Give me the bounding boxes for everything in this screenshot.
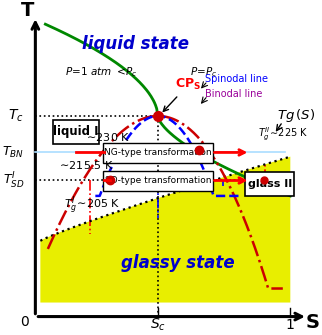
Text: $\mathit{Tg}\,(S)$: $\mathit{Tg}\,(S)$ xyxy=(277,108,315,125)
Text: $P\!=\!P_c$: $P\!=\!P_c$ xyxy=(190,66,218,79)
FancyBboxPatch shape xyxy=(103,143,213,163)
Text: liquid I: liquid I xyxy=(53,125,99,138)
FancyBboxPatch shape xyxy=(53,120,99,144)
Text: $\mathbf{CP_S}$: $\mathbf{CP_S}$ xyxy=(163,77,202,112)
Text: $\mathbf{S}$: $\mathbf{S}$ xyxy=(306,313,320,332)
Text: $\sim\!215.5$ K: $\sim\!215.5$ K xyxy=(57,159,113,171)
Text: NG-type transformation: NG-type transformation xyxy=(104,148,212,157)
Text: $S_c$: $S_c$ xyxy=(150,317,166,333)
Text: $\sim\!230$ K: $\sim\!230$ K xyxy=(84,131,130,143)
FancyBboxPatch shape xyxy=(245,172,294,196)
Text: Spinodal line: Spinodal line xyxy=(205,74,268,84)
Text: liquid state: liquid state xyxy=(82,36,189,53)
Text: $T_{BN}$: $T_{BN}$ xyxy=(2,145,24,160)
Text: Binodal line: Binodal line xyxy=(205,88,263,98)
Text: $T_g^{I}\!\sim\!205$ K: $T_g^{I}\!\sim\!205$ K xyxy=(64,195,120,217)
Text: $T_c$: $T_c$ xyxy=(8,108,24,124)
Text: SD-type transformation: SD-type transformation xyxy=(105,176,211,185)
Text: $T^I_{SD}$: $T^I_{SD}$ xyxy=(3,171,24,191)
FancyBboxPatch shape xyxy=(103,171,213,191)
Text: $T_g^{II}\!\sim\!225$ K: $T_g^{II}\!\sim\!225$ K xyxy=(258,126,308,143)
Text: glassy state: glassy state xyxy=(121,254,235,272)
Text: $1$: $1$ xyxy=(286,318,295,332)
Polygon shape xyxy=(40,157,290,303)
Text: glass II: glass II xyxy=(248,179,292,189)
Text: $0$: $0$ xyxy=(21,315,30,329)
Text: $P\!=\!1$ atm $<\!P_c$: $P\!=\!1$ atm $<\!P_c$ xyxy=(65,66,138,79)
Text: $\mathbf{T}$: $\mathbf{T}$ xyxy=(20,1,35,20)
